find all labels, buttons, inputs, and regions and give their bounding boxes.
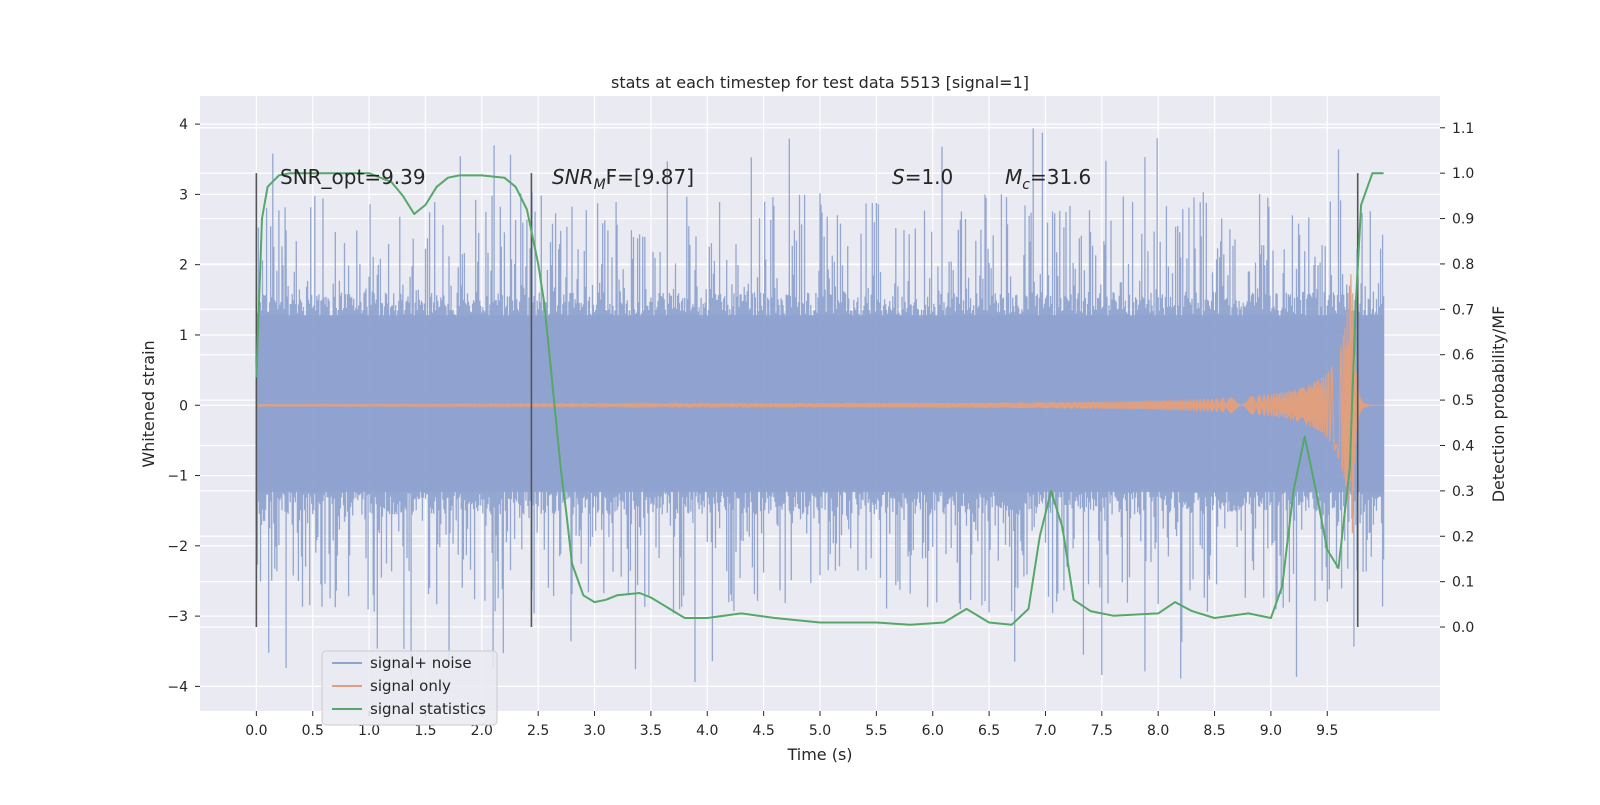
mc-value: =31.6 <box>1030 165 1091 189</box>
x-tick-label: 4.5 <box>753 723 775 739</box>
y-tick-label: 1 <box>179 328 188 344</box>
annotation-s: S=1.0 <box>892 165 953 189</box>
y2-tick-label: 0.1 <box>1452 575 1474 591</box>
x-tick-label: 9.0 <box>1260 723 1282 739</box>
x-tick-label: 0.0 <box>245 723 267 739</box>
y-tick-label: 3 <box>179 187 188 203</box>
mc-label: M <box>1005 165 1022 189</box>
x-tick-label: 6.5 <box>978 723 1000 739</box>
y2-axis-label: Detection probability/MF <box>1489 306 1508 503</box>
snr-mf-suffix: F=[9.87] <box>606 165 694 189</box>
x-tick-label: 9.5 <box>1316 723 1338 739</box>
y2-tick-label: 0.8 <box>1452 257 1474 273</box>
signal-trace <box>255 274 1384 534</box>
y2-tick-label: 0.5 <box>1452 393 1474 409</box>
x-tick-label: 7.0 <box>1034 723 1056 739</box>
x-tick-label: 2.0 <box>471 723 493 739</box>
y2-tick-label: 0.9 <box>1452 212 1474 228</box>
x-tick-label: 3.0 <box>583 723 605 739</box>
x-tick-label: 4.0 <box>696 723 718 739</box>
statistics-line <box>255 172 1384 626</box>
y-tick-label: −2 <box>167 539 188 555</box>
y2-tick-label: 0.0 <box>1452 620 1474 636</box>
signal-statistics-series <box>255 172 1384 626</box>
y-tick-label: −4 <box>167 679 188 695</box>
legend-box <box>321 650 498 726</box>
y2-tick-label: 0.6 <box>1452 348 1474 364</box>
x-tick-label: 2.5 <box>527 723 549 739</box>
mc-sub: c <box>1022 177 1030 193</box>
x-tick-label: 3.5 <box>640 723 662 739</box>
y2-axis-ticks: 1.1 1.0 0.9 0.8 0.7 0.6 0.5 0.4 0.3 0.2 0.1 0.0 <box>1440 121 1474 636</box>
y2-tick-label: 1.0 <box>1452 166 1474 182</box>
x-tick-label: 0.5 <box>302 723 324 739</box>
legend-label-stats: signal statistics <box>370 700 486 718</box>
snr-mf-sub: M <box>594 177 606 193</box>
y2-tick-label: 0.2 <box>1452 529 1474 545</box>
legend-label-signal: signal only <box>370 677 451 695</box>
annotation-mc: Mc=31.6 <box>1005 165 1091 193</box>
y-axis-label: Whitened strain <box>139 340 158 467</box>
annotation-snr-mf: SNRMF=[9.87] <box>552 165 694 193</box>
x-tick-label: 8.5 <box>1203 723 1225 739</box>
y2-tick-label: 0.7 <box>1452 302 1474 318</box>
segment-markers <box>255 173 1359 628</box>
x-tick-label: 5.0 <box>809 723 831 739</box>
x-tick-label: 6.0 <box>922 723 944 739</box>
x-tick-label: 1.0 <box>358 723 380 739</box>
x-tick-label: 5.5 <box>865 723 887 739</box>
s-label: S <box>892 165 905 189</box>
chart-title: stats at each timestep for test data 551… <box>611 73 1029 92</box>
x-tick-label: 8.0 <box>1147 723 1169 739</box>
y2-tick-label: 0.4 <box>1452 438 1474 454</box>
snr-mf-label: SNR <box>552 165 594 189</box>
x-axis-label: Time (s) <box>786 745 852 764</box>
y-axis-ticks: 4 3 2 1 0 −1 −2 −3 −4 <box>167 117 200 695</box>
annotation-snr-opt: SNR_opt=9.39 <box>280 165 426 189</box>
x-axis-ticks: 0.0 0.5 1.0 1.5 2.0 2.5 3.0 3.5 4.0 4.5 5.0 5.5 6.0 6… <box>245 711 1338 739</box>
y-tick-label: 2 <box>179 258 188 274</box>
y2-tick-label: 1.1 <box>1452 121 1474 137</box>
y-tick-label: −3 <box>167 609 188 625</box>
y-tick-label: 0 <box>179 398 188 414</box>
y2-tick-label: 0.3 <box>1452 484 1474 500</box>
s-value: =1.0 <box>905 165 954 189</box>
legend: signal+ noise signal only signal statist… <box>321 650 498 726</box>
y-tick-label: −1 <box>167 469 188 485</box>
x-tick-label: 1.5 <box>414 723 436 739</box>
x-tick-label: 7.5 <box>1091 723 1113 739</box>
legend-label-noise: signal+ noise <box>370 654 472 672</box>
y-tick-label: 4 <box>179 117 188 133</box>
signal-only-series <box>255 274 1384 534</box>
